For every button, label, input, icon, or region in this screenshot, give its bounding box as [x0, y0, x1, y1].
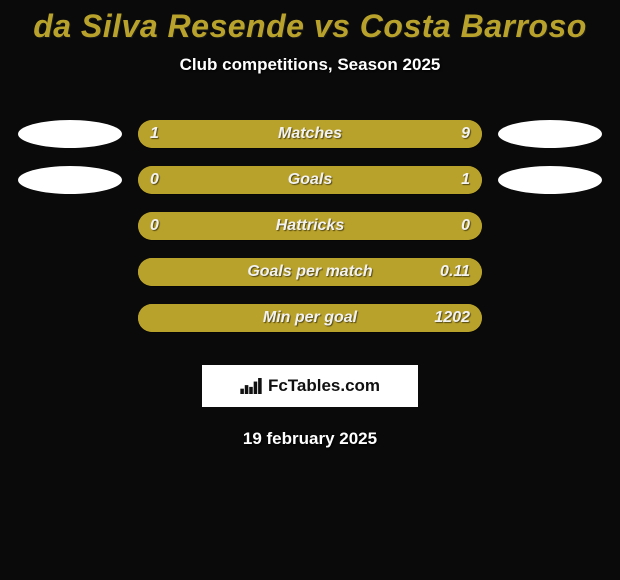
bar-chart-icon	[240, 378, 262, 394]
bar-left-fill	[138, 166, 159, 194]
left-spacer	[18, 212, 122, 240]
stat-bar: Hattricks00	[138, 212, 482, 240]
bar-right-fill	[148, 304, 482, 332]
bar-right-fill	[148, 258, 482, 286]
stat-bar: Matches19	[138, 120, 482, 148]
brand-box: FcTables.com	[202, 365, 418, 407]
stat-bar: Min per goal1202	[138, 304, 482, 332]
bar-left-fill	[138, 120, 200, 148]
left-spacer	[18, 304, 122, 332]
bar-right-fill	[200, 120, 482, 148]
bar-left-fill	[138, 212, 159, 240]
left-spacer	[18, 258, 122, 286]
stat-row: Goals per match0.11	[0, 249, 620, 295]
stat-bar: Goals per match0.11	[138, 258, 482, 286]
stat-row: Goals01	[0, 157, 620, 203]
subtitle: Club competitions, Season 2025	[0, 55, 620, 75]
date-text: 19 february 2025	[0, 429, 620, 449]
bar-left-fill	[138, 304, 148, 332]
bar-right-fill	[461, 212, 482, 240]
right-spacer	[498, 258, 602, 286]
brand-text: FcTables.com	[268, 376, 380, 396]
left-badge	[18, 120, 122, 148]
right-badge	[498, 166, 602, 194]
bar-left-fill	[138, 258, 148, 286]
left-badge	[18, 166, 122, 194]
right-spacer	[498, 304, 602, 332]
stat-bar: Goals01	[138, 166, 482, 194]
stat-label: Hattricks	[138, 217, 482, 235]
comparison-infographic: da Silva Resende vs Costa Barroso Club c…	[0, 0, 620, 580]
stat-row: Matches19	[0, 111, 620, 157]
stats-rows: Matches19 Goals01 Hattricks00 Goals per mat…	[0, 111, 620, 341]
stat-row: Hattricks00	[0, 203, 620, 249]
right-spacer	[498, 212, 602, 240]
stat-row: Min per goal1202	[0, 295, 620, 341]
bar-right-fill	[159, 166, 482, 194]
right-badge	[498, 120, 602, 148]
page-title: da Silva Resende vs Costa Barroso	[0, 0, 620, 45]
